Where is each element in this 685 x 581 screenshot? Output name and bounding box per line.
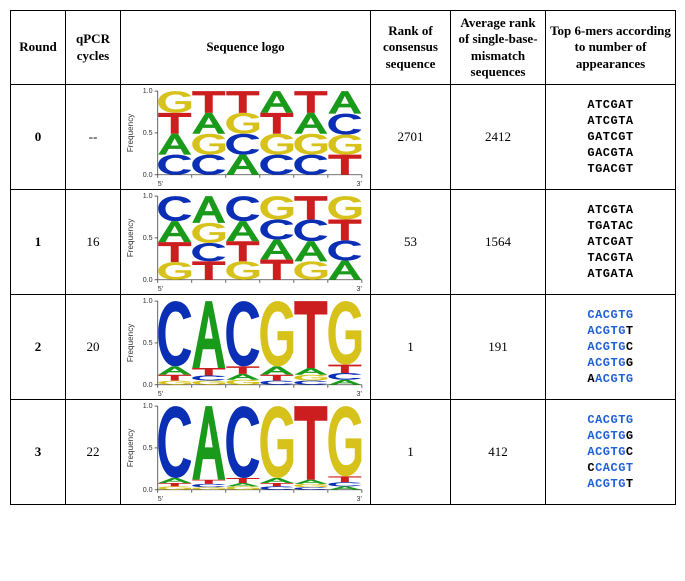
table-row: 1160.00.51.0Frequency5'3'531564ATCGTATGA…: [11, 190, 676, 295]
svg-text:0.0: 0.0: [143, 276, 153, 284]
svg-text:Frequency: Frequency: [126, 218, 135, 257]
sixmer-list: ATCGATATCGTAGATCGTGACGTATGACGT: [550, 98, 671, 177]
header-round: Round: [11, 11, 66, 85]
sixmer-list: ATCGTATGATACATCGATTACGTAATGATA: [550, 203, 671, 282]
svg-text:3': 3': [357, 180, 362, 187]
sixmer-item: ACGTGC: [587, 340, 633, 355]
table-row: 2200.00.51.0Frequency5'3'1191CACGTGACGTG…: [11, 295, 676, 400]
svg-text:0.0: 0.0: [143, 171, 153, 179]
header-qpcr: qPCR cycles: [66, 11, 121, 85]
svg-text:0.0: 0.0: [143, 381, 153, 389]
cell-rank: 2701: [371, 85, 451, 190]
cell-sequence-logo: 0.0 0.5 1.0 Frequency 5' 3': [121, 85, 371, 190]
svg-text:3': 3': [357, 285, 362, 292]
svg-text:1.0: 1.0: [143, 297, 153, 305]
sixmer-item: ATCGAT: [587, 98, 633, 113]
cell-sequence-logo: 0.0 0.5 1.0 Frequency 5' 3': [121, 295, 371, 400]
sixmer-list: CACGTGACGTGTACGTGCACGTGGAACGTG: [550, 308, 671, 387]
cell-qpcr: --: [66, 85, 121, 190]
header-rank: Rank of consensus sequence: [371, 11, 451, 85]
svg-text:0.5: 0.5: [143, 444, 153, 452]
sixmer-item: ACGTGC: [587, 445, 633, 460]
svg-text:1.0: 1.0: [143, 402, 153, 410]
sixmer-item: ATCGTA: [587, 203, 633, 218]
svg-text:3': 3': [357, 495, 362, 502]
cell-sequence-logo: 0.0 0.5 1.0 Frequency 5' 3': [121, 190, 371, 295]
header-avgrank: Average rank of single-base-mismatch seq…: [451, 11, 546, 85]
svg-text:0.5: 0.5: [143, 234, 153, 242]
cell-round: 1: [11, 190, 66, 295]
cell-avgrank: 412: [451, 400, 546, 505]
cell-qpcr: 16: [66, 190, 121, 295]
svg-text:0.5: 0.5: [143, 129, 153, 137]
sixmer-item: CCACGT: [587, 461, 633, 476]
svg-text:Frequency: Frequency: [126, 113, 135, 152]
cell-sixmers: CACGTGACGTGGACGTGCCCACGTACGTGT: [546, 400, 676, 505]
cell-avgrank: 1564: [451, 190, 546, 295]
sixmer-list: CACGTGACGTGGACGTGCCCACGTACGTGT: [550, 413, 671, 492]
table-row: 0--0.00.51.0Frequency5'3'27012412ATCGATA…: [11, 85, 676, 190]
cell-rank: 1: [371, 400, 451, 505]
sixmer-item: ACGTGT: [587, 324, 633, 339]
svg-text:1.0: 1.0: [143, 87, 153, 95]
table-row: 3220.00.51.0Frequency5'3'1412CACGTGACGTG…: [11, 400, 676, 505]
selex-table: Round qPCR cycles Sequence logo Rank of …: [10, 10, 676, 505]
sixmer-item: ACGTGG: [587, 356, 633, 371]
cell-sixmers: ATCGATATCGTAGATCGTGACGTATGACGT: [546, 85, 676, 190]
cell-avgrank: 191: [451, 295, 546, 400]
cell-sequence-logo: 0.0 0.5 1.0 Frequency 5' 3': [121, 400, 371, 505]
header-logo: Sequence logo: [121, 11, 371, 85]
sixmer-item: CACGTG: [587, 308, 633, 323]
sixmer-item: TGACGT: [587, 162, 633, 177]
cell-rank: 53: [371, 190, 451, 295]
sixmer-item: TACGTA: [587, 251, 633, 266]
sixmer-item: TGATAC: [587, 219, 633, 234]
sixmer-item: GACGTA: [587, 146, 633, 161]
svg-text:5': 5': [158, 495, 163, 502]
cell-avgrank: 2412: [451, 85, 546, 190]
sixmer-item: ACGTGG: [587, 429, 633, 444]
svg-text:3': 3': [357, 390, 362, 397]
svg-text:Frequency: Frequency: [126, 428, 135, 467]
cell-qpcr: 20: [66, 295, 121, 400]
cell-sixmers: CACGTGACGTGTACGTGCACGTGGAACGTG: [546, 295, 676, 400]
svg-text:1.0: 1.0: [143, 192, 153, 200]
cell-sixmers: ATCGTATGATACATCGATTACGTAATGATA: [546, 190, 676, 295]
sixmer-item: ACGTGT: [587, 477, 633, 492]
svg-text:0.5: 0.5: [143, 339, 153, 347]
svg-text:Frequency: Frequency: [126, 323, 135, 362]
cell-round: 0: [11, 85, 66, 190]
svg-text:5': 5': [158, 285, 163, 292]
sixmer-item: CACGTG: [587, 413, 633, 428]
sixmer-item: GATCGT: [587, 130, 633, 145]
sixmer-item: ATCGTA: [587, 114, 633, 129]
sixmer-item: ATCGAT: [587, 235, 633, 250]
cell-round: 2: [11, 295, 66, 400]
cell-qpcr: 22: [66, 400, 121, 505]
cell-round: 3: [11, 400, 66, 505]
svg-text:5': 5': [158, 180, 163, 187]
svg-text:0.0: 0.0: [143, 486, 153, 494]
sixmer-item: ATGATA: [587, 267, 633, 282]
header-row: Round qPCR cycles Sequence logo Rank of …: [11, 11, 676, 85]
cell-rank: 1: [371, 295, 451, 400]
svg-text:5': 5': [158, 390, 163, 397]
sixmer-item: AACGTG: [587, 372, 633, 387]
header-sixmers: Top 6-mers according to number of appear…: [546, 11, 676, 85]
